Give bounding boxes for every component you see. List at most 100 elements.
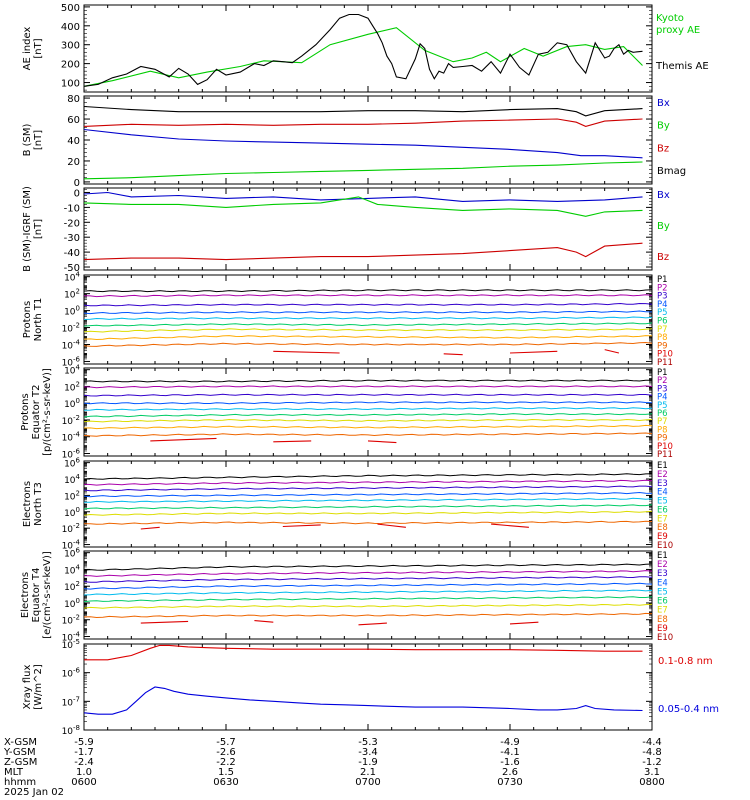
y-tick-label: 10-5: [62, 638, 80, 651]
legend-e9: E9: [657, 532, 668, 542]
legend-e6: E6: [657, 505, 668, 515]
y-axis-label: [W/m^2]: [33, 664, 44, 710]
legend-p1: P1: [657, 275, 668, 285]
series-e5: [83, 497, 653, 503]
legend-e2: E2: [657, 470, 668, 480]
y-tick-label: 10-6: [62, 447, 81, 460]
y-axis-label: Electrons: [22, 481, 33, 527]
legend-e6: E6: [657, 597, 668, 607]
y-tick-label: 10-7: [62, 695, 80, 708]
footer-value: -4.9: [500, 737, 520, 748]
legend-e4: E4: [657, 578, 668, 588]
footer-value: -2.4: [74, 757, 94, 768]
series-e9: [377, 523, 406, 528]
y-axis-label: Equator T2: [31, 385, 42, 440]
series-p10: [367, 440, 397, 444]
y-tick-label: 102: [64, 580, 80, 593]
footer-value: 0800: [639, 777, 664, 788]
series-bx: [83, 191, 643, 202]
legend-bz: Bz: [657, 143, 669, 154]
footer-value: 0730: [497, 777, 522, 788]
legend-e10: E10: [657, 633, 673, 643]
series-e3: [83, 485, 653, 492]
y-axis-label: [nT]: [33, 38, 44, 58]
series-p5: [83, 316, 653, 320]
panel-frame: [83, 274, 653, 365]
y-axis-label: North T3: [33, 482, 44, 526]
series-e7: [83, 510, 653, 516]
y-tick-label: 10-4: [62, 539, 81, 552]
footer-value: 0600: [71, 777, 96, 788]
series-p3: [83, 302, 653, 307]
y-tick-label: 20: [67, 157, 80, 168]
series-e2: [83, 479, 653, 486]
footer-value: -4.1: [500, 747, 520, 758]
series-p10: [604, 349, 620, 354]
legend-kyoto: proxy AE: [656, 25, 700, 36]
legend-p2: P2: [657, 283, 668, 293]
legend-e10: E10: [657, 541, 673, 551]
y-axis-label: Xray flux: [22, 665, 33, 710]
legend-e8: E8: [657, 523, 668, 533]
footer-row-label: 2025 Jan 02: [4, 787, 64, 798]
footer-value: 1.0: [76, 767, 92, 778]
series-e7: [83, 603, 653, 609]
series-e3: [83, 576, 653, 583]
footer-value: -5.9: [74, 737, 94, 748]
series-kyoto-proxy-ae: [83, 27, 643, 87]
y-tick-label: 104: [64, 271, 80, 284]
y-tick-label: 10-2: [62, 322, 80, 335]
footer-value: 2.6: [502, 767, 518, 778]
footer-value: -1.2: [642, 757, 662, 768]
series-p1: [83, 379, 653, 383]
y-tick-label: 10-8: [62, 724, 80, 737]
y-axis-label: [nT]: [33, 219, 44, 239]
legend-xray-long: 0.1-0.8 nm: [658, 656, 713, 667]
footer-value: 0630: [213, 777, 238, 788]
y-tick-label: 102: [64, 380, 80, 393]
footer-value: -5.7: [216, 737, 236, 748]
series-bz: [83, 242, 643, 261]
legend-e5: E5: [657, 497, 668, 507]
panel-frame: [83, 643, 653, 731]
y-tick-label: 500: [61, 3, 80, 14]
footer-value: -2.2: [216, 757, 236, 768]
series-e9: [140, 526, 160, 530]
footer-value: -1.6: [500, 757, 520, 768]
panel-2: 0 20 40 60 80 B (SM) [nT] Bx By Bz Bmag: [22, 94, 686, 189]
legend-by: By: [657, 121, 670, 132]
y-tick-label: -30: [64, 233, 80, 244]
y-tick-label: 0: [74, 188, 80, 199]
y-tick-label: 10-4: [62, 431, 81, 444]
legend-kyoto: Kyoto: [656, 13, 684, 24]
series-e2: [83, 570, 653, 577]
y-axis-label: Electrons: [20, 572, 31, 618]
y-tick-label: -40: [64, 248, 80, 259]
series-p10: [150, 437, 217, 442]
y-tick-label: -50: [64, 263, 80, 274]
y-axis-label: Protons: [22, 301, 33, 338]
footer-row-label: Y-GSM: [3, 747, 36, 758]
series-0-05-0-4-nm: [83, 686, 643, 715]
legend-p10: P10: [657, 350, 673, 360]
series-e6: [83, 596, 653, 603]
series-p2: [83, 294, 653, 298]
series-e6: [83, 504, 653, 510]
series-bx: [83, 128, 643, 159]
panel-8: 10-8 10-7 10-6 10-5 Xray flux [W/m^2] 0.1-0.8 …: [22, 638, 719, 737]
footer-value: 2.1: [360, 767, 376, 778]
legend-p4: P4: [657, 393, 668, 403]
footer-value: 3.1: [644, 767, 660, 778]
y-axis-label: [nT]: [33, 130, 44, 150]
legend-bx: Bx: [657, 98, 670, 109]
legend-xray-short: 0.05-0.4 nm: [658, 704, 719, 715]
panel-4: 10-6 10-4 10-2 100 102 104 Protons North T1 P1P2…: [22, 271, 673, 369]
footer-value: -4.8: [642, 747, 662, 758]
y-tick-label: 100: [61, 79, 80, 90]
series-by: [83, 161, 643, 180]
y-tick-label: 10-6: [62, 667, 81, 680]
legend-p7: P7: [657, 417, 668, 427]
footer-value: -1.9: [358, 757, 378, 768]
panel-frame: [83, 460, 653, 548]
